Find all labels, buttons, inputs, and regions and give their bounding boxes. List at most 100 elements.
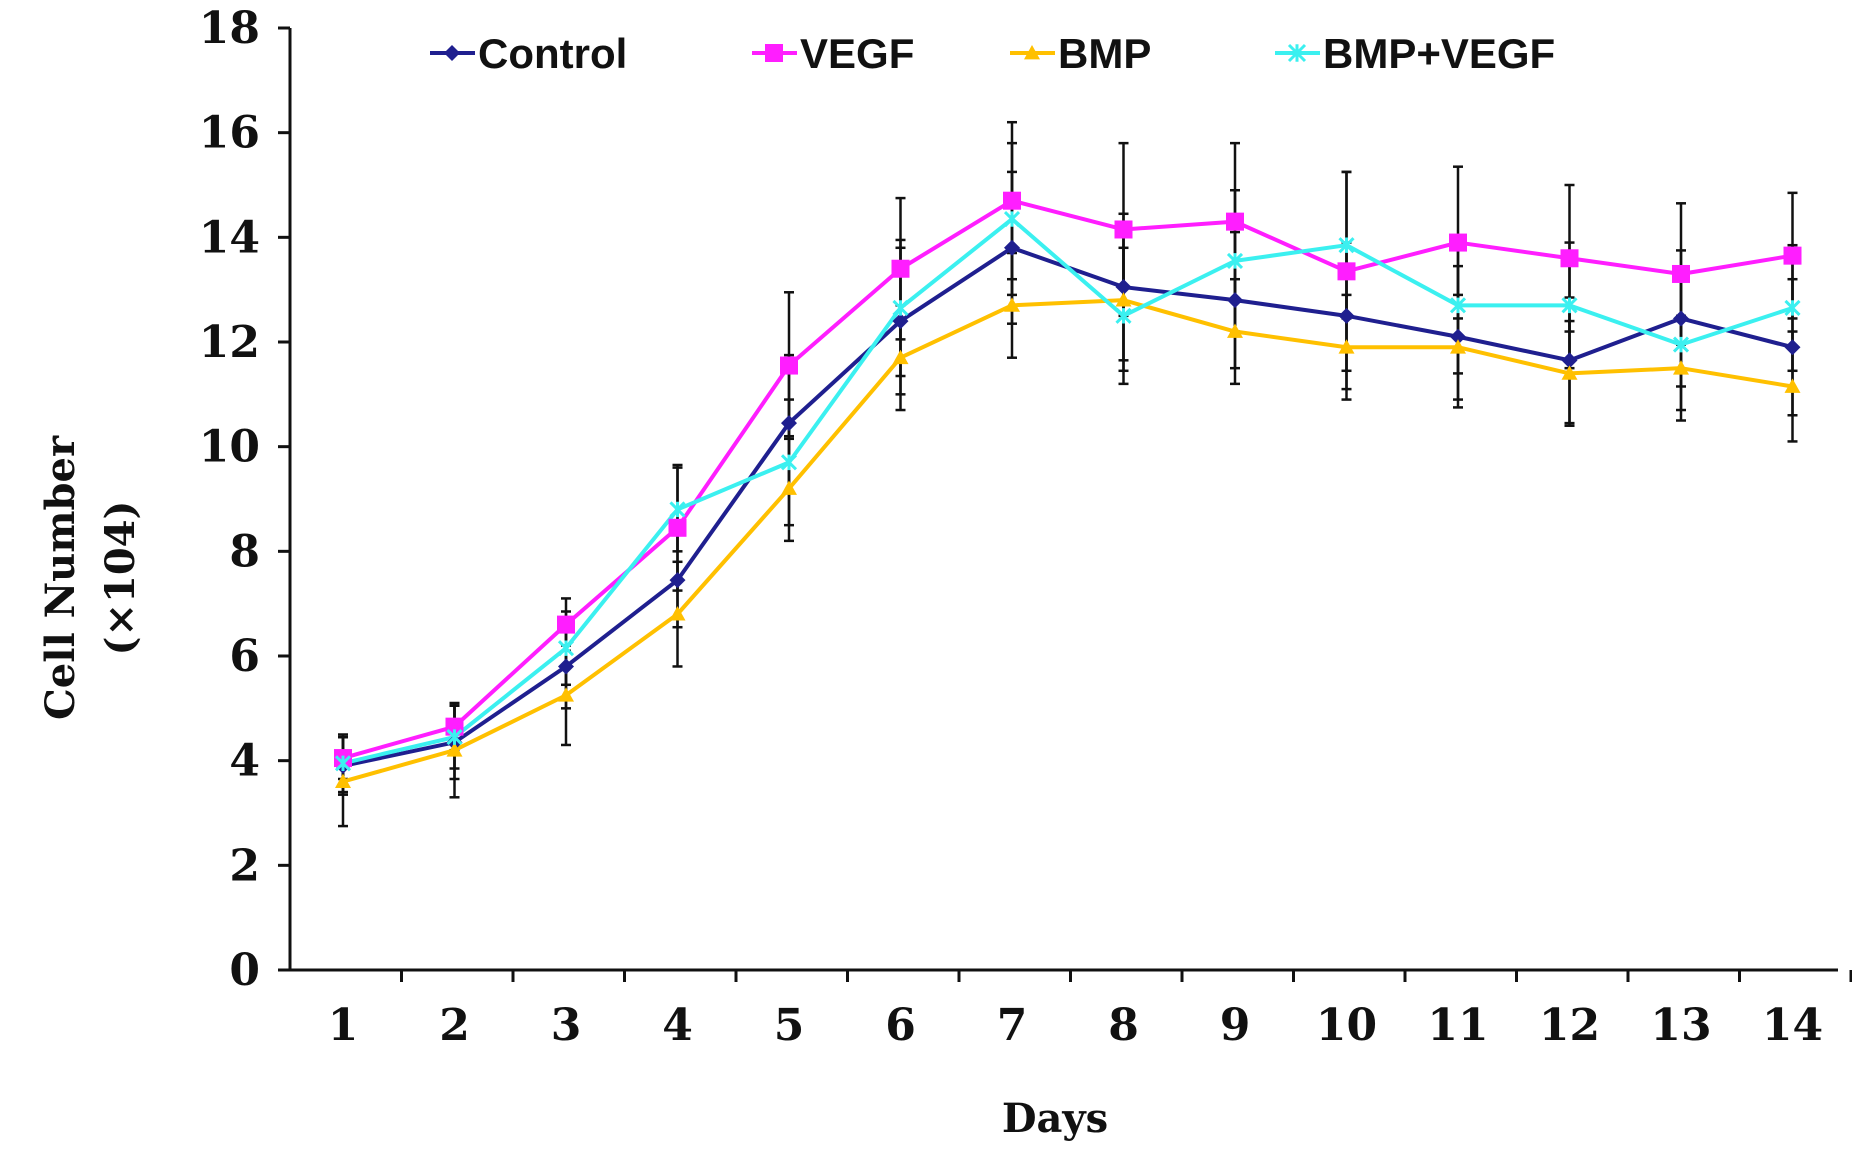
star-marker — [1672, 336, 1690, 353]
square-marker — [1783, 246, 1802, 265]
star-marker — [892, 299, 909, 317]
triangle-marker — [1338, 339, 1355, 354]
square-marker — [1449, 233, 1467, 252]
star-marker — [334, 755, 352, 772]
series-lines — [342, 198, 1794, 784]
diamond-marker — [1338, 307, 1355, 324]
triangle-marker — [1227, 323, 1243, 338]
y-tick-label: 0 — [229, 945, 260, 996]
square-marker — [1672, 264, 1690, 283]
diamond-marker — [1673, 310, 1689, 327]
axes — [288, 28, 1838, 972]
x-tick-label: 2 — [439, 1000, 470, 1051]
y-tick-label: 10 — [199, 422, 260, 473]
diamond-marker — [1115, 279, 1132, 296]
legend-label-control: Control — [478, 30, 627, 77]
triangle-marker — [1450, 339, 1466, 354]
triangle-marker — [558, 687, 574, 702]
x-tick-label: 3 — [551, 1000, 582, 1051]
x-tick-label: 11 — [1427, 1000, 1488, 1051]
series-markers — [334, 191, 1802, 788]
x-tick-label: 8 — [1108, 1000, 1139, 1051]
diamond-marker — [1561, 352, 1578, 369]
legend-label-vegf: VEGF — [800, 30, 914, 77]
series-line-control — [342, 245, 1793, 768]
y-tick-label: 12 — [199, 317, 260, 368]
star-marker — [669, 501, 686, 518]
x-tick-label: 10 — [1316, 1000, 1377, 1051]
x-tick-label: 5 — [774, 1000, 805, 1051]
star-marker — [446, 729, 463, 746]
square-marker — [1114, 220, 1133, 239]
diamond-marker — [558, 658, 574, 675]
x-tick-label: 7 — [997, 1000, 1028, 1051]
diamond-marker — [1004, 239, 1020, 256]
error-bars — [338, 120, 1798, 828]
y-tick-label: 16 — [199, 108, 260, 159]
diamond-marker — [444, 45, 460, 61]
square-marker — [1560, 249, 1579, 268]
y-tick-label: 4 — [229, 736, 260, 787]
y-tick-label: 14 — [199, 212, 260, 263]
square-marker — [1226, 212, 1244, 231]
y-axis-title-line1: Cell Number — [37, 435, 84, 720]
square-marker — [1337, 262, 1356, 281]
square-marker — [765, 44, 783, 62]
diamond-marker — [1784, 339, 1801, 356]
x-axis-title: Days — [1002, 1095, 1108, 1142]
star-marker — [1226, 252, 1244, 269]
y-tick-label: 6 — [229, 631, 260, 682]
star-marker — [1449, 297, 1467, 314]
triangle-marker — [892, 349, 909, 365]
series-line-bmp — [342, 298, 1793, 784]
star-marker — [1003, 210, 1021, 228]
y-tick-label: 2 — [229, 840, 260, 891]
legend-label-bmp-vegf: BMP+VEGF — [1323, 30, 1555, 77]
x-tick-label: 9 — [1220, 1000, 1251, 1051]
y-axis-title-line2: (×104) — [97, 501, 144, 656]
star-marker — [1287, 43, 1307, 63]
triangle-marker — [1115, 292, 1132, 307]
triangle-marker — [781, 480, 797, 495]
x-axis-ticks: 1 2 3 4 5 6 7 8 9 10 11 12 13 14 — [328, 970, 1852, 1051]
triangle-marker — [1784, 378, 1801, 393]
x-tick-label: 14 — [1762, 1000, 1823, 1051]
star-marker — [1338, 237, 1355, 254]
diamond-marker — [781, 415, 797, 432]
x-tick-label: 6 — [885, 1000, 916, 1051]
x-tick-label: 1 — [328, 1000, 359, 1051]
legend-label-bmp: BMP — [1058, 30, 1151, 77]
star-marker — [780, 454, 798, 471]
triangle-marker — [1004, 297, 1020, 312]
square-marker — [891, 259, 910, 278]
star-marker — [1784, 299, 1801, 317]
x-tick-label: 13 — [1650, 1000, 1711, 1051]
triangle-marker — [335, 773, 351, 788]
triangle-marker — [1561, 365, 1578, 380]
triangle-marker — [446, 742, 463, 757]
series-line-vegf — [342, 198, 1793, 760]
legend: Control VEGF BMP BMP+VEGF — [430, 30, 1555, 77]
x-tick-label: 4 — [662, 1000, 693, 1051]
square-marker — [1003, 191, 1021, 210]
diamond-marker — [1450, 328, 1466, 345]
triangle-marker — [669, 606, 686, 621]
square-marker — [557, 615, 575, 634]
square-marker — [668, 518, 687, 537]
series-line-bmp-vegf — [342, 217, 1794, 766]
x-tick-label: 12 — [1539, 1000, 1600, 1051]
star-marker — [1561, 297, 1578, 314]
triangle-marker — [1673, 360, 1689, 375]
square-marker — [780, 356, 798, 375]
diamond-marker — [669, 572, 686, 589]
triangle-marker — [1024, 45, 1040, 60]
y-axis-ticks: 0 2 4 6 8 10 12 14 16 18 — [199, 3, 290, 996]
y-tick-label: 8 — [229, 526, 260, 577]
diamond-marker — [892, 313, 909, 330]
diamond-marker — [1227, 292, 1243, 309]
star-marker — [1115, 307, 1132, 324]
star-marker — [557, 640, 575, 657]
y-tick-label: 18 — [199, 3, 260, 54]
